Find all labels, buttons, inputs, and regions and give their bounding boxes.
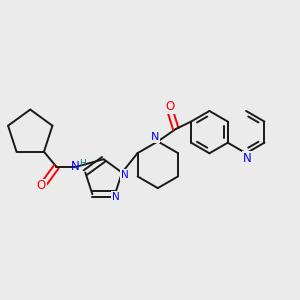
Text: N: N bbox=[112, 192, 119, 202]
Text: H: H bbox=[79, 159, 86, 168]
Text: N: N bbox=[121, 170, 128, 180]
Text: N: N bbox=[151, 132, 160, 142]
Text: N: N bbox=[243, 152, 252, 165]
Text: N: N bbox=[71, 160, 80, 172]
Text: O: O bbox=[166, 100, 175, 113]
Text: O: O bbox=[37, 179, 46, 193]
